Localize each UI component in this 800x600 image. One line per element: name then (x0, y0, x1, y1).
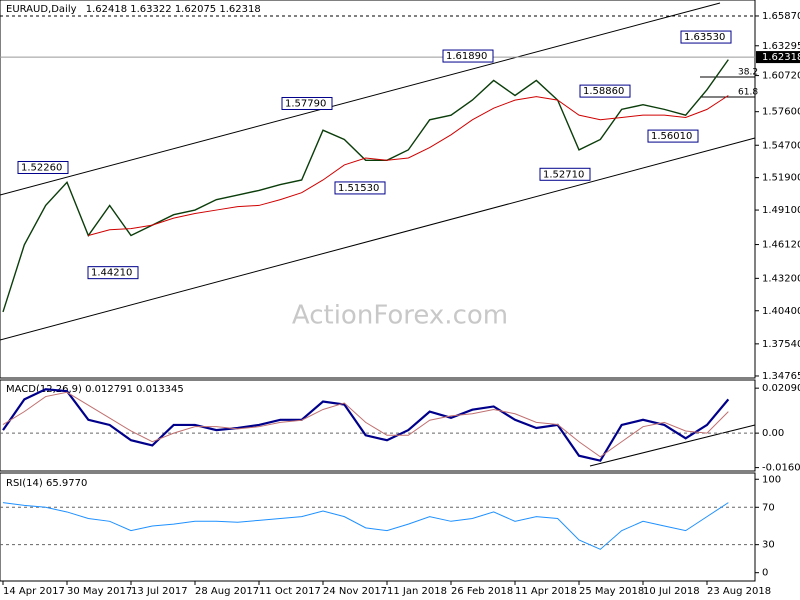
y-tick-label: 1.63295 (762, 41, 800, 52)
y-tick-label: 1.34765 (762, 371, 800, 382)
swing-box (579, 84, 631, 98)
last-price-box (756, 51, 800, 64)
x-tick-label: 11 Apr 2018 (515, 586, 577, 597)
rsi-panel (0, 472, 756, 582)
low: 1.62075 (175, 4, 216, 15)
x-tick-label: 25 May 2018 (579, 586, 644, 597)
fib-label: 38.2 (738, 68, 758, 78)
last-price-label: 1.62318 (762, 52, 800, 63)
swing-box (87, 266, 139, 280)
y-tick-label: 1.60720 (762, 71, 800, 82)
series-line (2, 388, 730, 462)
close: 1.62318 (219, 4, 260, 15)
swing-label: 1.58860 (583, 86, 624, 97)
x-tick-label: 10 Jul 2018 (643, 586, 700, 597)
swing-label: 1.63530 (684, 32, 725, 43)
swing-label: 1.52710 (543, 169, 584, 180)
swing-label: 1.44210 (91, 268, 132, 279)
y-tick-label: -0.016023 (762, 463, 800, 474)
y-tick-label: 1.37540 (762, 339, 800, 350)
rsi-title: RSI(14) (6, 478, 43, 489)
channel-lower (0, 137, 756, 341)
channel-upper (0, 2, 721, 196)
swing-box (334, 181, 386, 195)
macd-trendline (589, 424, 756, 467)
price-panel (0, 0, 756, 379)
swing-box (442, 49, 494, 63)
y-tick-label: 1.54700 (762, 140, 800, 151)
header: EURAUD,Daily 1.62418 1.63322 1.62075 1.6… (6, 4, 261, 15)
swing-label: 1.52260 (21, 162, 62, 173)
series-line (2, 59, 729, 313)
rsi-reading: 65.9770 (46, 478, 87, 489)
swing-box (281, 96, 333, 110)
y-tick-label: 30 (762, 540, 775, 551)
watermark: ActionForex.com (292, 301, 508, 331)
x-tick-label: 11 Oct 2017 (259, 586, 321, 597)
swing-label: 1.51530 (338, 183, 379, 194)
macd-reading: 0.012791 (85, 384, 133, 395)
open: 1.62418 (86, 4, 127, 15)
macd-label: MACD(12,26,9) 0.012791 0.013345 (6, 384, 184, 395)
x-tick-label: 26 Feb 2018 (451, 586, 513, 597)
high: 1.63322 (130, 4, 171, 15)
x-tick-label: 24 Nov 2017 (323, 586, 387, 597)
fib-label: 61.8 (738, 88, 758, 98)
x-tick-label: 23 Aug 2018 (707, 586, 771, 597)
x-tick-label: 28 Aug 2017 (195, 586, 259, 597)
swing-label: 1.61890 (446, 51, 487, 62)
swing-box (680, 30, 732, 44)
rsi-label: RSI(14) 65.9770 (6, 478, 87, 489)
signal-reading: 0.013345 (136, 384, 184, 395)
symbol: EURAUD,Daily (6, 4, 77, 15)
y-tick-label: 1.65870 (762, 11, 800, 22)
x-tick-label: 30 May 2017 (67, 586, 132, 597)
x-tick-label: 13 Jul 2017 (131, 586, 188, 597)
y-tick-label: 1.40400 (762, 306, 800, 317)
y-tick-label: 0 (762, 568, 768, 579)
series-line (2, 391, 729, 458)
y-tick-label: 1.57600 (762, 107, 800, 118)
y-tick-label: 0.020904 (762, 383, 800, 394)
y-tick-label: 1.46120 (762, 240, 800, 251)
y-tick-label: 0.00 (762, 428, 784, 439)
y-tick-label: 1.51900 (762, 173, 800, 184)
swing-box (647, 129, 699, 143)
series-line (2, 502, 729, 550)
y-tick-label: 1.49100 (762, 205, 800, 216)
swing-label: 1.57790 (285, 98, 326, 109)
swing-box (539, 167, 591, 181)
x-tick-label: 11 Jan 2018 (387, 586, 447, 597)
x-tick-label: 14 Apr 2017 (3, 586, 65, 597)
y-tick-label: 100 (762, 474, 781, 485)
series-line (88, 95, 729, 237)
y-tick-label: 70 (762, 502, 775, 513)
swing-label: 1.56010 (651, 131, 692, 142)
y-tick-label: 1.43200 (762, 273, 800, 284)
swing-box (17, 160, 69, 174)
